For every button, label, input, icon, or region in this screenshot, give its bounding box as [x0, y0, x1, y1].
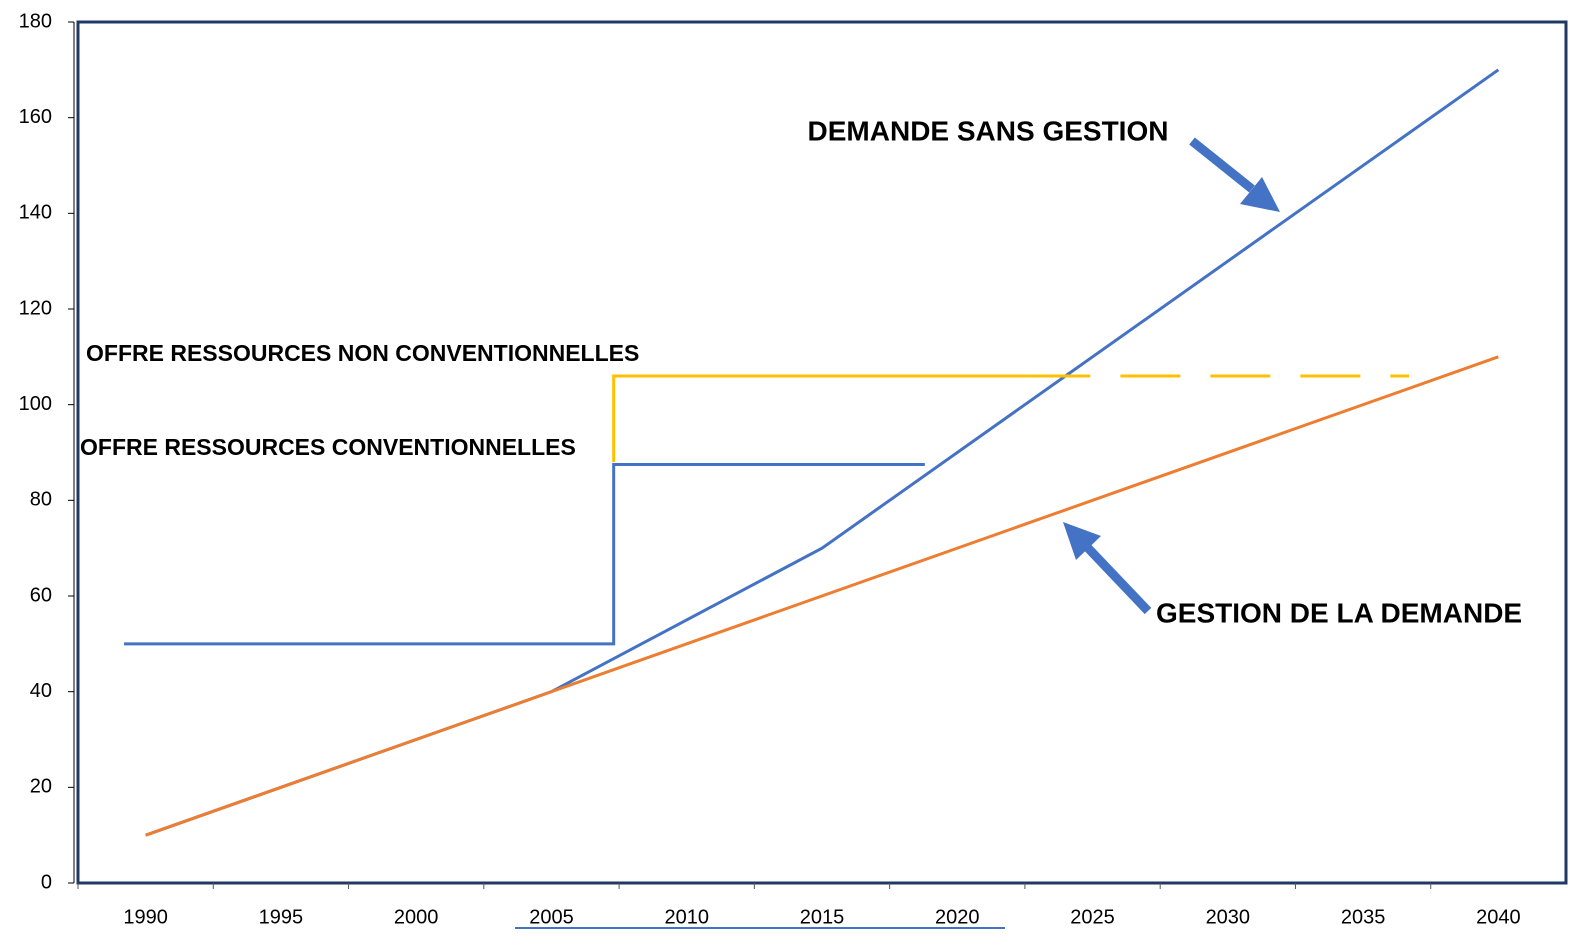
y-tick-label: 40: [30, 680, 52, 702]
x-tick-label: 1995: [259, 906, 304, 928]
x-tick-label: 1990: [123, 906, 168, 928]
annotation: OFFRE RESSOURCES CONVENTIONNELLES: [80, 434, 576, 460]
x-tick-label: 2005: [529, 906, 574, 928]
x-tick-label: 2030: [1206, 906, 1251, 928]
x-tick-label: 2035: [1341, 906, 1386, 928]
x-tick-label: 2000: [394, 906, 439, 928]
x-tick-label: 2015: [800, 906, 845, 928]
series-line: [612, 374, 1031, 463]
annotation: OFFRE RESSOURCES NON CONVENTIONNELLES: [86, 340, 639, 366]
x-tick-label: 2010: [664, 906, 709, 928]
y-tick-label: 140: [19, 202, 52, 224]
x-tick-label: 2025: [1070, 906, 1115, 928]
y-tick-label: 120: [19, 297, 52, 319]
plot-frame: [76, 20, 1568, 885]
x-tick-label: 2040: [1476, 906, 1521, 928]
y-tick-label: 160: [19, 106, 52, 128]
y-tick-label: 100: [19, 393, 52, 415]
y-tick-label: 180: [19, 10, 52, 32]
x-tick-label: 2020: [935, 906, 980, 928]
y-tick-label: 80: [30, 489, 52, 511]
annotation: GESTION DE LA DEMANDE: [1156, 597, 1522, 628]
series-line: [145, 355, 1499, 837]
y-tick-label: 0: [41, 871, 52, 893]
y-tick-label: 60: [30, 584, 52, 606]
y-tick-label: 20: [30, 776, 52, 798]
annotation: DEMANDE SANS GESTION: [808, 115, 1169, 146]
arrow: [1063, 522, 1152, 615]
arrow: [1189, 137, 1280, 212]
series-line: [123, 462, 925, 646]
